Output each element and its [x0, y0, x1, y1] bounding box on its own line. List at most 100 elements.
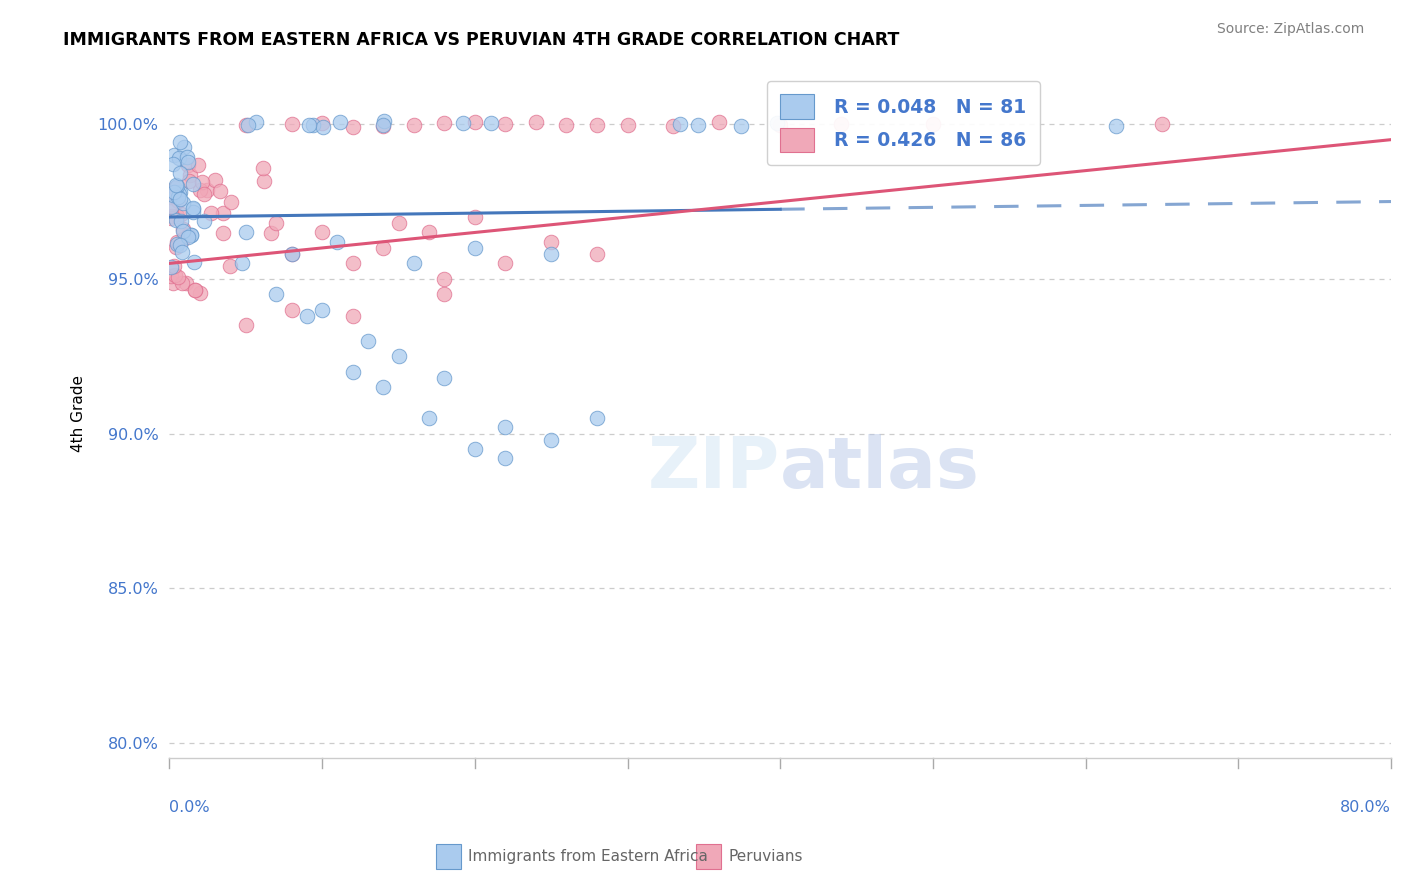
Point: [686, 118, 709, 132]
Point: [730, 120, 752, 134]
Point: [540, 247, 562, 261]
Point: [172, 276, 194, 290]
Point: [204, 173, 226, 187]
Point: [176, 228, 198, 243]
Point: [166, 237, 188, 252]
Text: Source: ZipAtlas.com: Source: ZipAtlas.com: [1216, 22, 1364, 37]
Point: [162, 188, 184, 202]
Point: [494, 117, 516, 131]
Point: [494, 420, 516, 434]
Point: [183, 283, 205, 297]
Point: [433, 287, 456, 301]
Point: [169, 185, 191, 199]
Point: [219, 194, 242, 209]
Point: [169, 165, 191, 179]
Text: ZIP: ZIP: [648, 434, 780, 503]
Point: [765, 116, 787, 130]
Point: [165, 178, 187, 192]
Text: 80.0%: 80.0%: [1340, 800, 1391, 814]
Point: [342, 365, 364, 379]
Point: [402, 256, 425, 270]
Point: [195, 183, 218, 197]
Point: [586, 247, 609, 261]
Text: Immigrants from Eastern Africa: Immigrants from Eastern Africa: [468, 849, 709, 863]
Point: [159, 190, 181, 204]
Point: [830, 117, 852, 131]
Point: [280, 302, 302, 317]
Point: [181, 202, 204, 216]
Point: [524, 115, 547, 129]
Point: [464, 210, 486, 224]
Point: [266, 287, 288, 301]
Point: [172, 222, 194, 236]
Point: [373, 380, 395, 394]
Point: [252, 161, 274, 175]
Point: [311, 226, 333, 240]
Point: [190, 286, 212, 301]
Point: [193, 187, 215, 202]
Point: [172, 224, 194, 238]
Point: [540, 433, 562, 447]
Point: [922, 117, 945, 131]
Point: [163, 181, 186, 195]
Point: [329, 115, 352, 129]
Point: [177, 154, 200, 169]
Point: [190, 175, 212, 189]
Point: [188, 183, 211, 197]
Text: 0.0%: 0.0%: [170, 800, 209, 814]
Point: [418, 411, 440, 425]
Point: [183, 255, 205, 269]
Point: [169, 238, 191, 252]
Point: [302, 118, 325, 132]
Point: [166, 270, 188, 285]
Point: [166, 194, 188, 209]
Point: [167, 186, 190, 201]
Point: [231, 256, 253, 270]
Y-axis label: 4th Grade: 4th Grade: [72, 375, 86, 452]
Point: [181, 177, 204, 191]
Point: [193, 214, 215, 228]
Point: [707, 115, 730, 129]
Point: [172, 196, 194, 211]
Point: [159, 211, 181, 225]
Text: IMMIGRANTS FROM EASTERN AFRICA VS PERUVIAN 4TH GRADE CORRELATION CHART: IMMIGRANTS FROM EASTERN AFRICA VS PERUVI…: [63, 31, 900, 49]
Point: [235, 118, 257, 132]
Point: [235, 226, 257, 240]
Point: [177, 158, 200, 172]
Point: [280, 247, 302, 261]
Text: atlas: atlas: [780, 434, 980, 503]
Point: [245, 114, 267, 128]
Point: [235, 318, 257, 333]
Point: [373, 114, 395, 128]
Point: [555, 118, 578, 132]
Point: [180, 228, 202, 243]
Point: [387, 216, 409, 230]
Point: [160, 199, 183, 213]
Point: [187, 158, 209, 172]
Point: [357, 334, 380, 348]
Point: [170, 207, 193, 221]
Point: [1105, 119, 1128, 133]
Point: [236, 119, 259, 133]
Point: [180, 227, 202, 242]
Point: [160, 209, 183, 223]
Point: [280, 247, 302, 261]
Point: [218, 260, 240, 274]
Point: [494, 451, 516, 466]
Point: [342, 120, 364, 134]
Point: [177, 174, 200, 188]
Point: [373, 241, 395, 255]
Point: [176, 150, 198, 164]
Point: [769, 118, 792, 132]
Point: [280, 117, 302, 131]
Point: [464, 442, 486, 456]
Point: [170, 214, 193, 228]
Point: [616, 118, 638, 132]
Point: [433, 116, 456, 130]
Point: [253, 174, 276, 188]
Point: [464, 115, 486, 129]
Point: [311, 302, 333, 317]
Point: [166, 209, 188, 223]
Point: [433, 371, 456, 385]
Point: [668, 117, 690, 131]
